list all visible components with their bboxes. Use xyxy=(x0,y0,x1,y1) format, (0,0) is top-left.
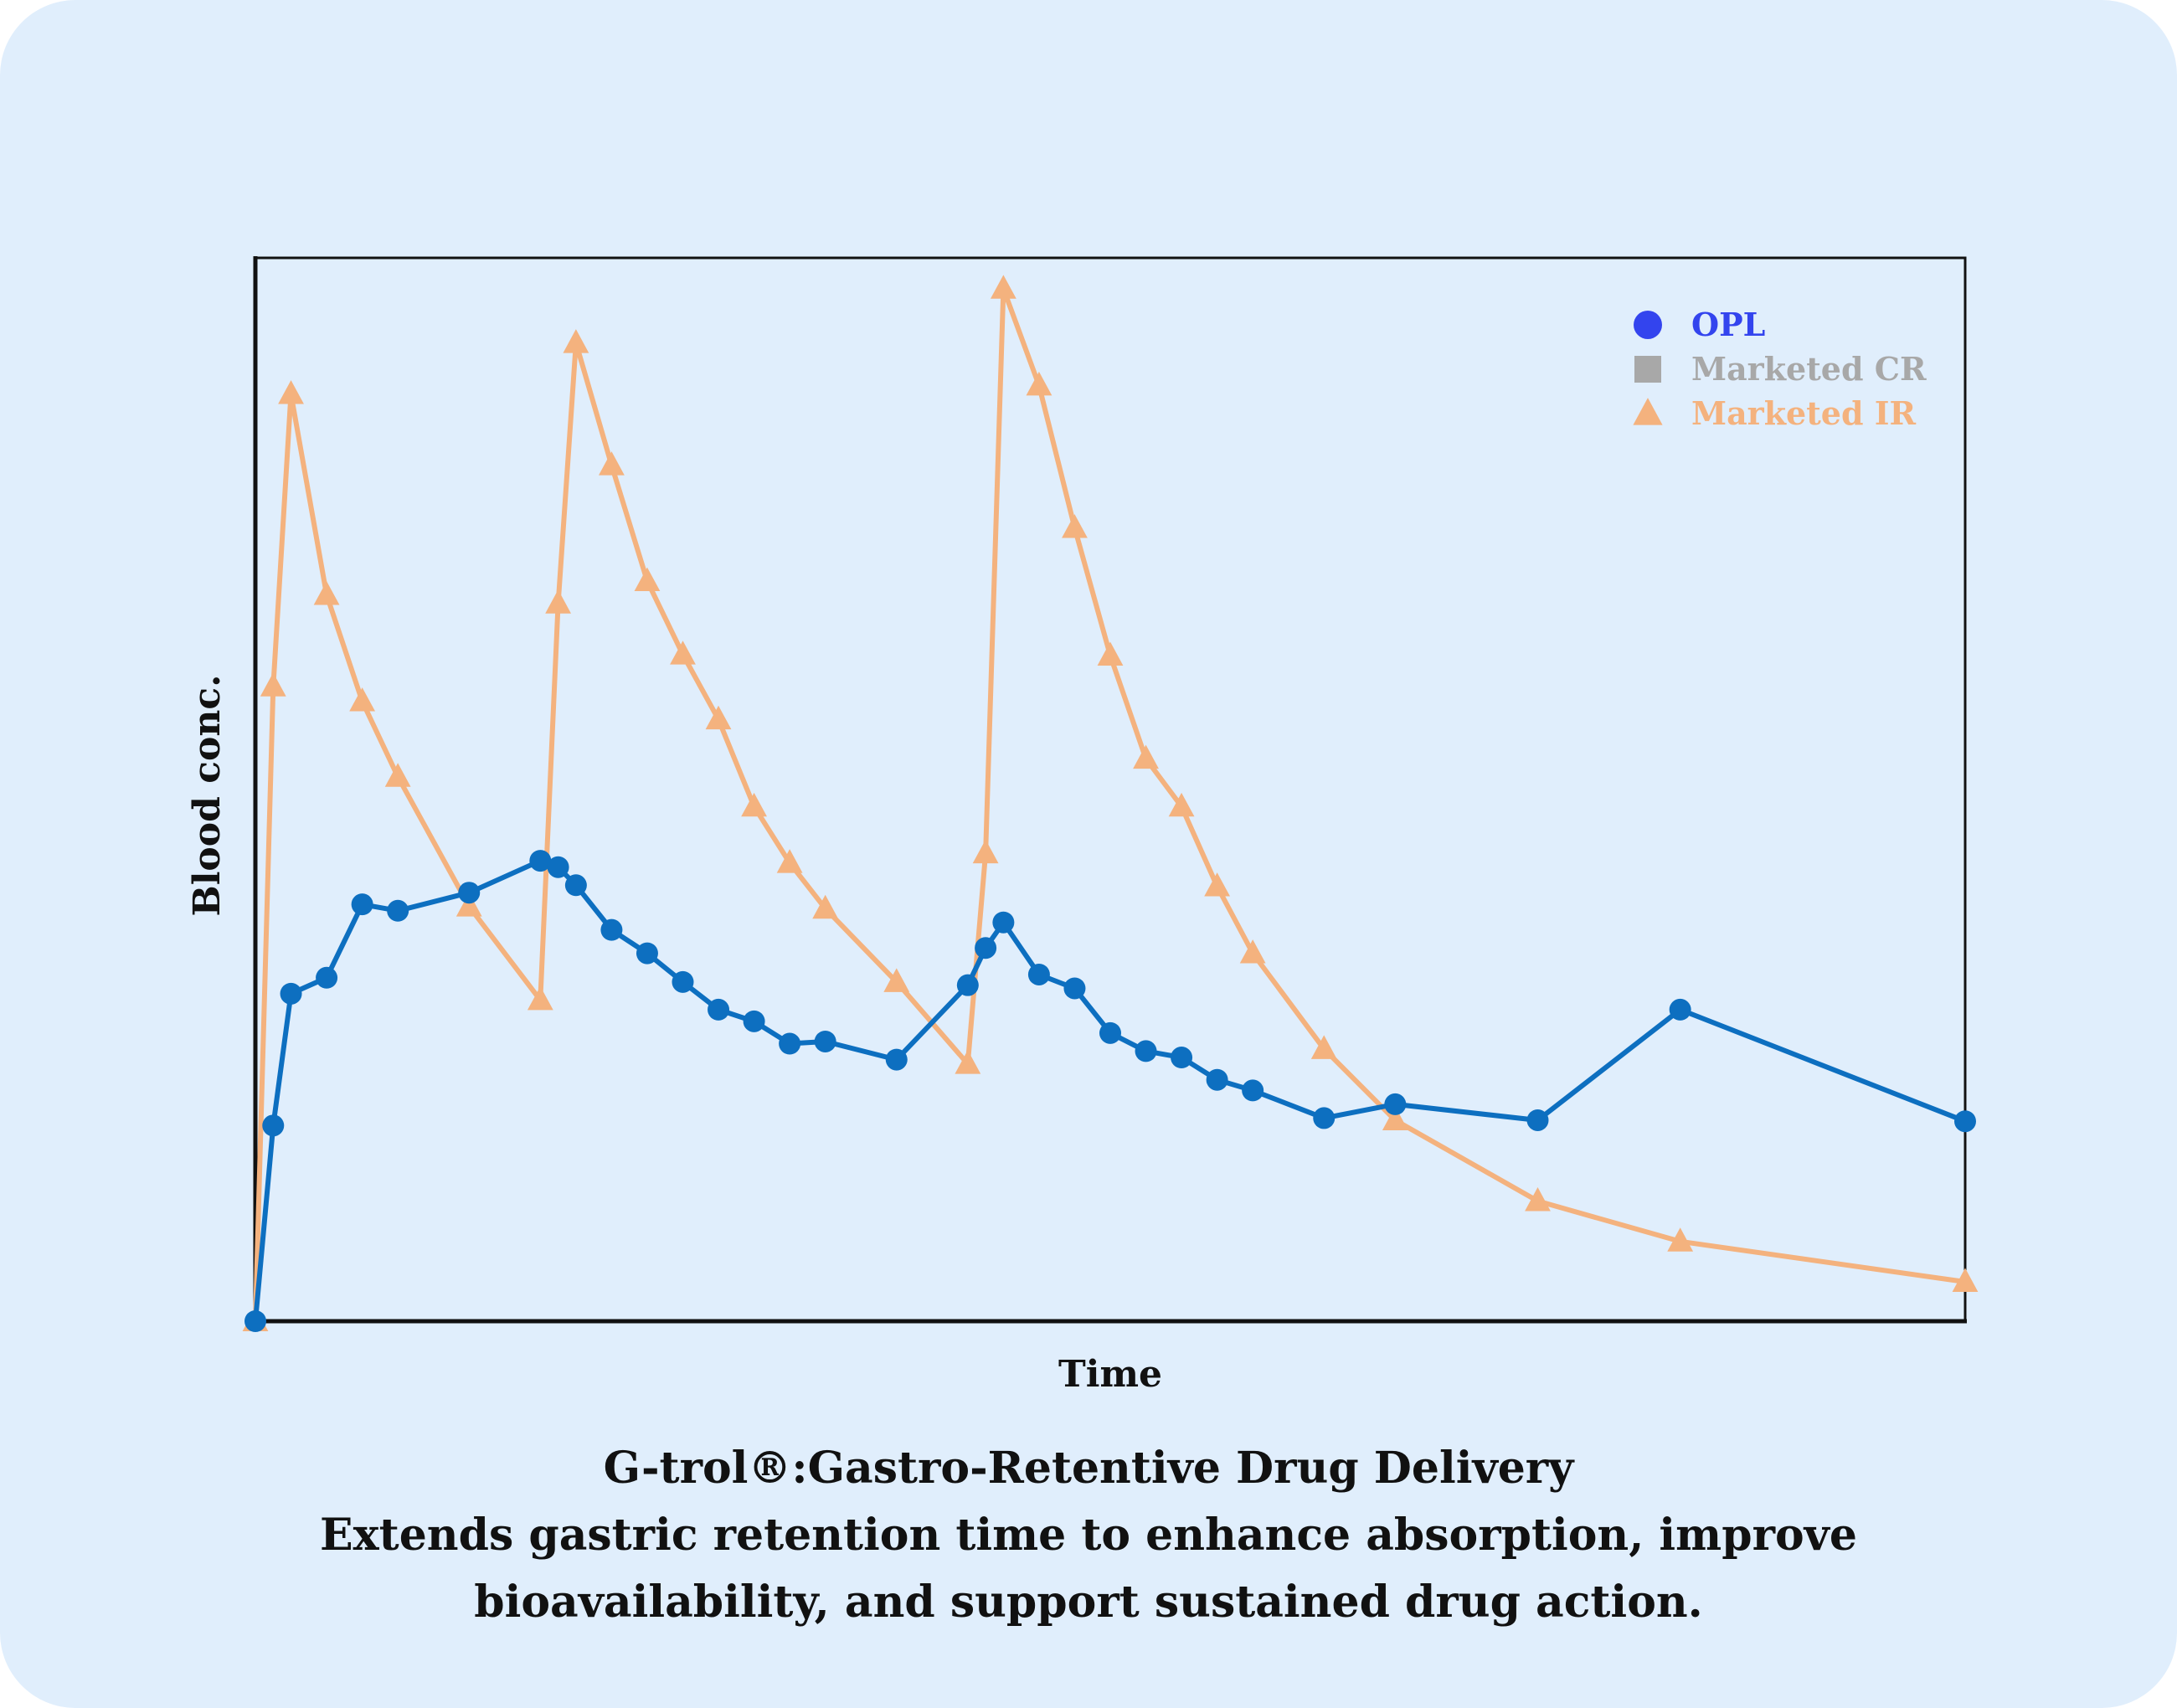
legend: OPL Marketed CR Marketed IR xyxy=(1633,306,1927,432)
series-marketed-ir xyxy=(242,275,1979,1331)
data-point-opl xyxy=(1526,1109,1549,1131)
legend-label-marketed-ir: Marketed IR xyxy=(1691,394,1917,432)
data-point-opl xyxy=(529,850,552,872)
data-point-opl xyxy=(1171,1047,1193,1069)
legend-item-opl: OPL xyxy=(1634,306,1765,343)
data-point-marketed-ir xyxy=(260,672,286,697)
data-point-marketed-ir xyxy=(1097,641,1124,666)
data-point-marketed-ir xyxy=(705,705,732,730)
data-point-marketed-ir xyxy=(1239,939,1266,964)
data-point-opl xyxy=(1954,1110,1976,1133)
data-point-opl xyxy=(600,918,623,941)
data-point-opl xyxy=(1099,1021,1121,1044)
data-point-marketed-ir xyxy=(1168,792,1195,817)
data-point-opl xyxy=(636,942,658,965)
data-point-opl xyxy=(743,1010,765,1032)
data-point-marketed-ir xyxy=(1062,514,1088,538)
data-point-marketed-ir xyxy=(278,380,304,404)
data-point-opl xyxy=(956,974,979,996)
data-point-opl xyxy=(672,970,694,993)
data-point-marketed-ir xyxy=(812,894,839,919)
data-point-opl xyxy=(1206,1068,1228,1091)
legend-marker-marketed-ir xyxy=(1633,398,1663,425)
data-point-opl xyxy=(564,874,587,897)
legend-item-marketed-ir: Marketed IR xyxy=(1633,394,1917,432)
data-point-marketed-ir xyxy=(1204,872,1231,897)
data-point-opl xyxy=(280,982,302,1005)
data-point-opl xyxy=(975,937,997,959)
data-point-opl xyxy=(1313,1107,1336,1129)
data-point-marketed-ir xyxy=(455,893,482,917)
data-point-opl xyxy=(1027,963,1050,985)
series-layer xyxy=(242,275,1979,1332)
data-point-opl xyxy=(1063,977,1086,1000)
data-point-opl xyxy=(244,1310,266,1332)
data-point-opl xyxy=(814,1030,836,1052)
data-point-marketed-ir xyxy=(1310,1035,1337,1059)
data-point-marketed-ir xyxy=(1952,1268,1979,1292)
data-point-marketed-ir xyxy=(384,763,411,787)
y-axis-label: Blood conc. xyxy=(186,675,229,917)
legend-marker-marketed-cr xyxy=(1634,356,1661,383)
x-axis-label: Time xyxy=(1058,1353,1162,1396)
data-point-marketed-ir xyxy=(883,968,910,992)
data-point-marketed-ir xyxy=(563,329,589,353)
data-point-marketed-ir xyxy=(776,849,803,873)
data-point-opl xyxy=(316,966,338,989)
data-point-marketed-ir xyxy=(545,589,572,614)
data-point-opl xyxy=(885,1048,908,1071)
data-point-marketed-ir xyxy=(741,792,767,817)
data-point-marketed-ir xyxy=(1133,744,1159,769)
series-line-marketed-ir xyxy=(253,286,1968,1324)
data-point-marketed-ir xyxy=(1667,1227,1694,1252)
data-point-marketed-ir xyxy=(955,1050,981,1074)
data-point-marketed-ir xyxy=(972,839,999,864)
data-point-marketed-ir xyxy=(670,640,696,665)
data-point-opl xyxy=(387,899,409,922)
caption-description: Extends gastric retention time to enhanc… xyxy=(320,1510,1857,1628)
data-point-opl xyxy=(779,1032,801,1055)
series-line-opl xyxy=(253,858,1968,1324)
data-point-marketed-ir xyxy=(527,985,553,1011)
data-point-marketed-ir xyxy=(599,451,625,476)
series-opl xyxy=(244,850,1976,1332)
data-point-marketed-ir xyxy=(349,687,376,712)
data-point-opl xyxy=(547,856,569,878)
data-point-opl xyxy=(1135,1040,1157,1062)
data-point-opl xyxy=(262,1114,285,1137)
legend-label-opl: OPL xyxy=(1691,306,1765,343)
data-point-marketed-ir xyxy=(634,567,661,592)
legend-marker-opl xyxy=(1634,311,1662,339)
data-point-marketed-ir xyxy=(1026,371,1052,396)
data-point-marketed-ir xyxy=(1525,1186,1551,1212)
data-point-opl xyxy=(1242,1079,1264,1102)
data-point-marketed-ir xyxy=(1382,1106,1408,1130)
legend-item-marketed-cr: Marketed CR xyxy=(1634,350,1927,388)
data-point-opl xyxy=(708,998,730,1021)
data-point-opl xyxy=(351,893,373,916)
data-point-marketed-ir xyxy=(990,275,1016,299)
data-point-marketed-ir xyxy=(313,581,340,605)
legend-label-marketed-cr: Marketed CR xyxy=(1691,350,1927,388)
data-point-opl xyxy=(1669,998,1691,1021)
caption-title: G-trol®:Gastro-Retentive Drug Delivery xyxy=(603,1443,1574,1494)
data-point-opl xyxy=(1384,1093,1407,1115)
data-point-opl xyxy=(458,882,481,904)
data-point-opl xyxy=(992,911,1015,934)
